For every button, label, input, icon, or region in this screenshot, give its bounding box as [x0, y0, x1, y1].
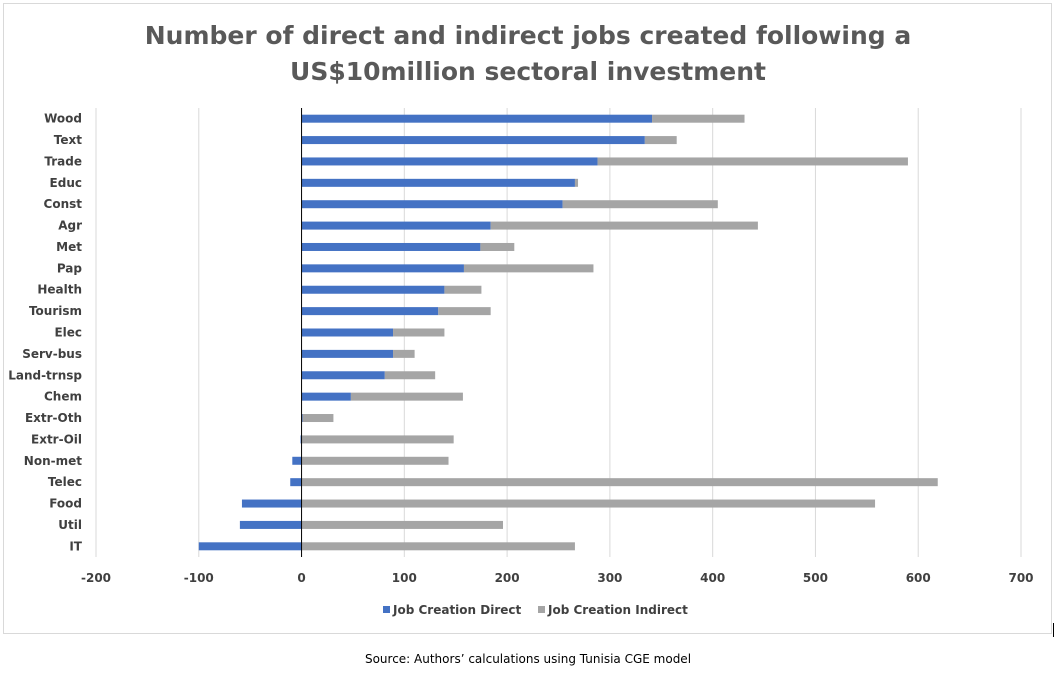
bar-direct — [301, 157, 598, 166]
bar-indirect — [438, 307, 491, 316]
category-labels: Wood Text Trade Educ Const Agr Met Pap Health Tou… — [8, 112, 83, 554]
category-label: Met — [56, 240, 82, 254]
value-axis-tick-labels: -200 -100 0 100 200 300 400 500 600 700 — [81, 571, 1034, 585]
category-label: Food — [49, 497, 82, 511]
bar-direct — [301, 349, 394, 358]
legend-swatch — [383, 606, 390, 613]
bar-indirect — [562, 200, 718, 209]
category-label: Educ — [50, 176, 82, 190]
chart-title-line: US$10million sectoral investment — [290, 57, 766, 86]
legend-label: Job Creation Direct — [392, 603, 521, 617]
x-tick-label: 700 — [1008, 571, 1033, 585]
bar-indirect — [463, 264, 594, 273]
bar-indirect — [301, 478, 938, 487]
bar-indirect — [302, 414, 334, 423]
bar-direct — [301, 307, 439, 316]
category-label: Trade — [44, 154, 82, 168]
category-label: Serv-bus — [22, 347, 82, 361]
legend-label: Job Creation Indirect — [547, 603, 688, 617]
x-tick-label: -100 — [184, 571, 214, 585]
bar-direct — [301, 200, 563, 209]
bar-indirect — [644, 136, 677, 145]
legend-swatch — [538, 606, 545, 613]
bar-direct — [301, 285, 445, 294]
bar-indirect — [301, 542, 575, 551]
bar-direct — [301, 221, 491, 230]
category-label: Agr — [58, 219, 82, 233]
bar-direct — [241, 499, 302, 508]
category-label: IT — [69, 539, 82, 553]
bar-direct — [301, 392, 351, 401]
bar-indirect — [301, 435, 454, 444]
bar-direct — [301, 414, 303, 423]
bar-direct — [301, 371, 385, 380]
category-label: Health — [37, 283, 82, 297]
category-label: Non-met — [24, 454, 82, 468]
bar-direct — [301, 264, 464, 273]
bar-indirect — [350, 392, 463, 401]
x-tick-label: 300 — [597, 571, 622, 585]
edge-mark — [1053, 623, 1054, 637]
category-label: Util — [58, 518, 82, 532]
category-label: Tourism — [29, 304, 82, 318]
x-tick-label: 0 — [297, 571, 305, 585]
x-tick-label: -200 — [81, 571, 111, 585]
bar-direct — [290, 478, 302, 487]
bar-direct — [301, 328, 394, 337]
bar-indirect — [301, 520, 503, 529]
bar-direct — [198, 542, 302, 551]
x-tick-label: 500 — [803, 571, 828, 585]
bar-indirect — [393, 328, 445, 337]
bar-direct — [300, 435, 302, 444]
x-tick-label: 100 — [392, 571, 417, 585]
gridlines — [95, 108, 1022, 557]
x-tick-label: 400 — [700, 571, 725, 585]
bar-direct — [301, 178, 575, 187]
category-label: Wood — [44, 112, 82, 126]
bar-chart: Number of direct and indirect jobs creat… — [8, 21, 1034, 617]
bar-indirect — [301, 499, 876, 508]
x-tick-label: 600 — [906, 571, 931, 585]
bar-direct — [301, 114, 653, 123]
bar-direct — [301, 136, 645, 145]
legend: Job Creation Direct Job Creation Indirect — [383, 603, 688, 617]
source-note: Source: Authors’ calculations using Tuni… — [364, 652, 692, 666]
bars — [198, 114, 938, 551]
bar-direct — [239, 520, 302, 529]
bar-indirect — [384, 371, 436, 380]
category-label: Elec — [54, 326, 82, 340]
chart-title: Number of direct and indirect jobs creat… — [145, 21, 912, 86]
category-label: Telec — [48, 475, 82, 489]
bar-indirect — [393, 349, 415, 358]
chart-frame — [3, 3, 1052, 634]
category-label: Land-trnsp — [8, 368, 82, 382]
category-label: Const — [44, 197, 83, 211]
category-label: Chem — [44, 390, 82, 404]
category-label: Extr-Oil — [31, 432, 82, 446]
bar-indirect — [490, 221, 758, 230]
chart-title-line: Number of direct and indirect jobs creat… — [145, 21, 912, 50]
category-label: Extr-Oth — [25, 411, 82, 425]
category-label: Pap — [57, 261, 83, 275]
bar-direct — [301, 242, 481, 251]
bar-indirect — [444, 285, 482, 294]
bar-indirect — [652, 114, 745, 123]
bar-direct — [292, 456, 302, 465]
bar-indirect — [597, 157, 908, 166]
bar-indirect — [574, 178, 579, 187]
bar-indirect — [480, 242, 515, 251]
bar-indirect — [301, 456, 449, 465]
category-label: Text — [54, 133, 82, 147]
x-tick-label: 200 — [495, 571, 520, 585]
